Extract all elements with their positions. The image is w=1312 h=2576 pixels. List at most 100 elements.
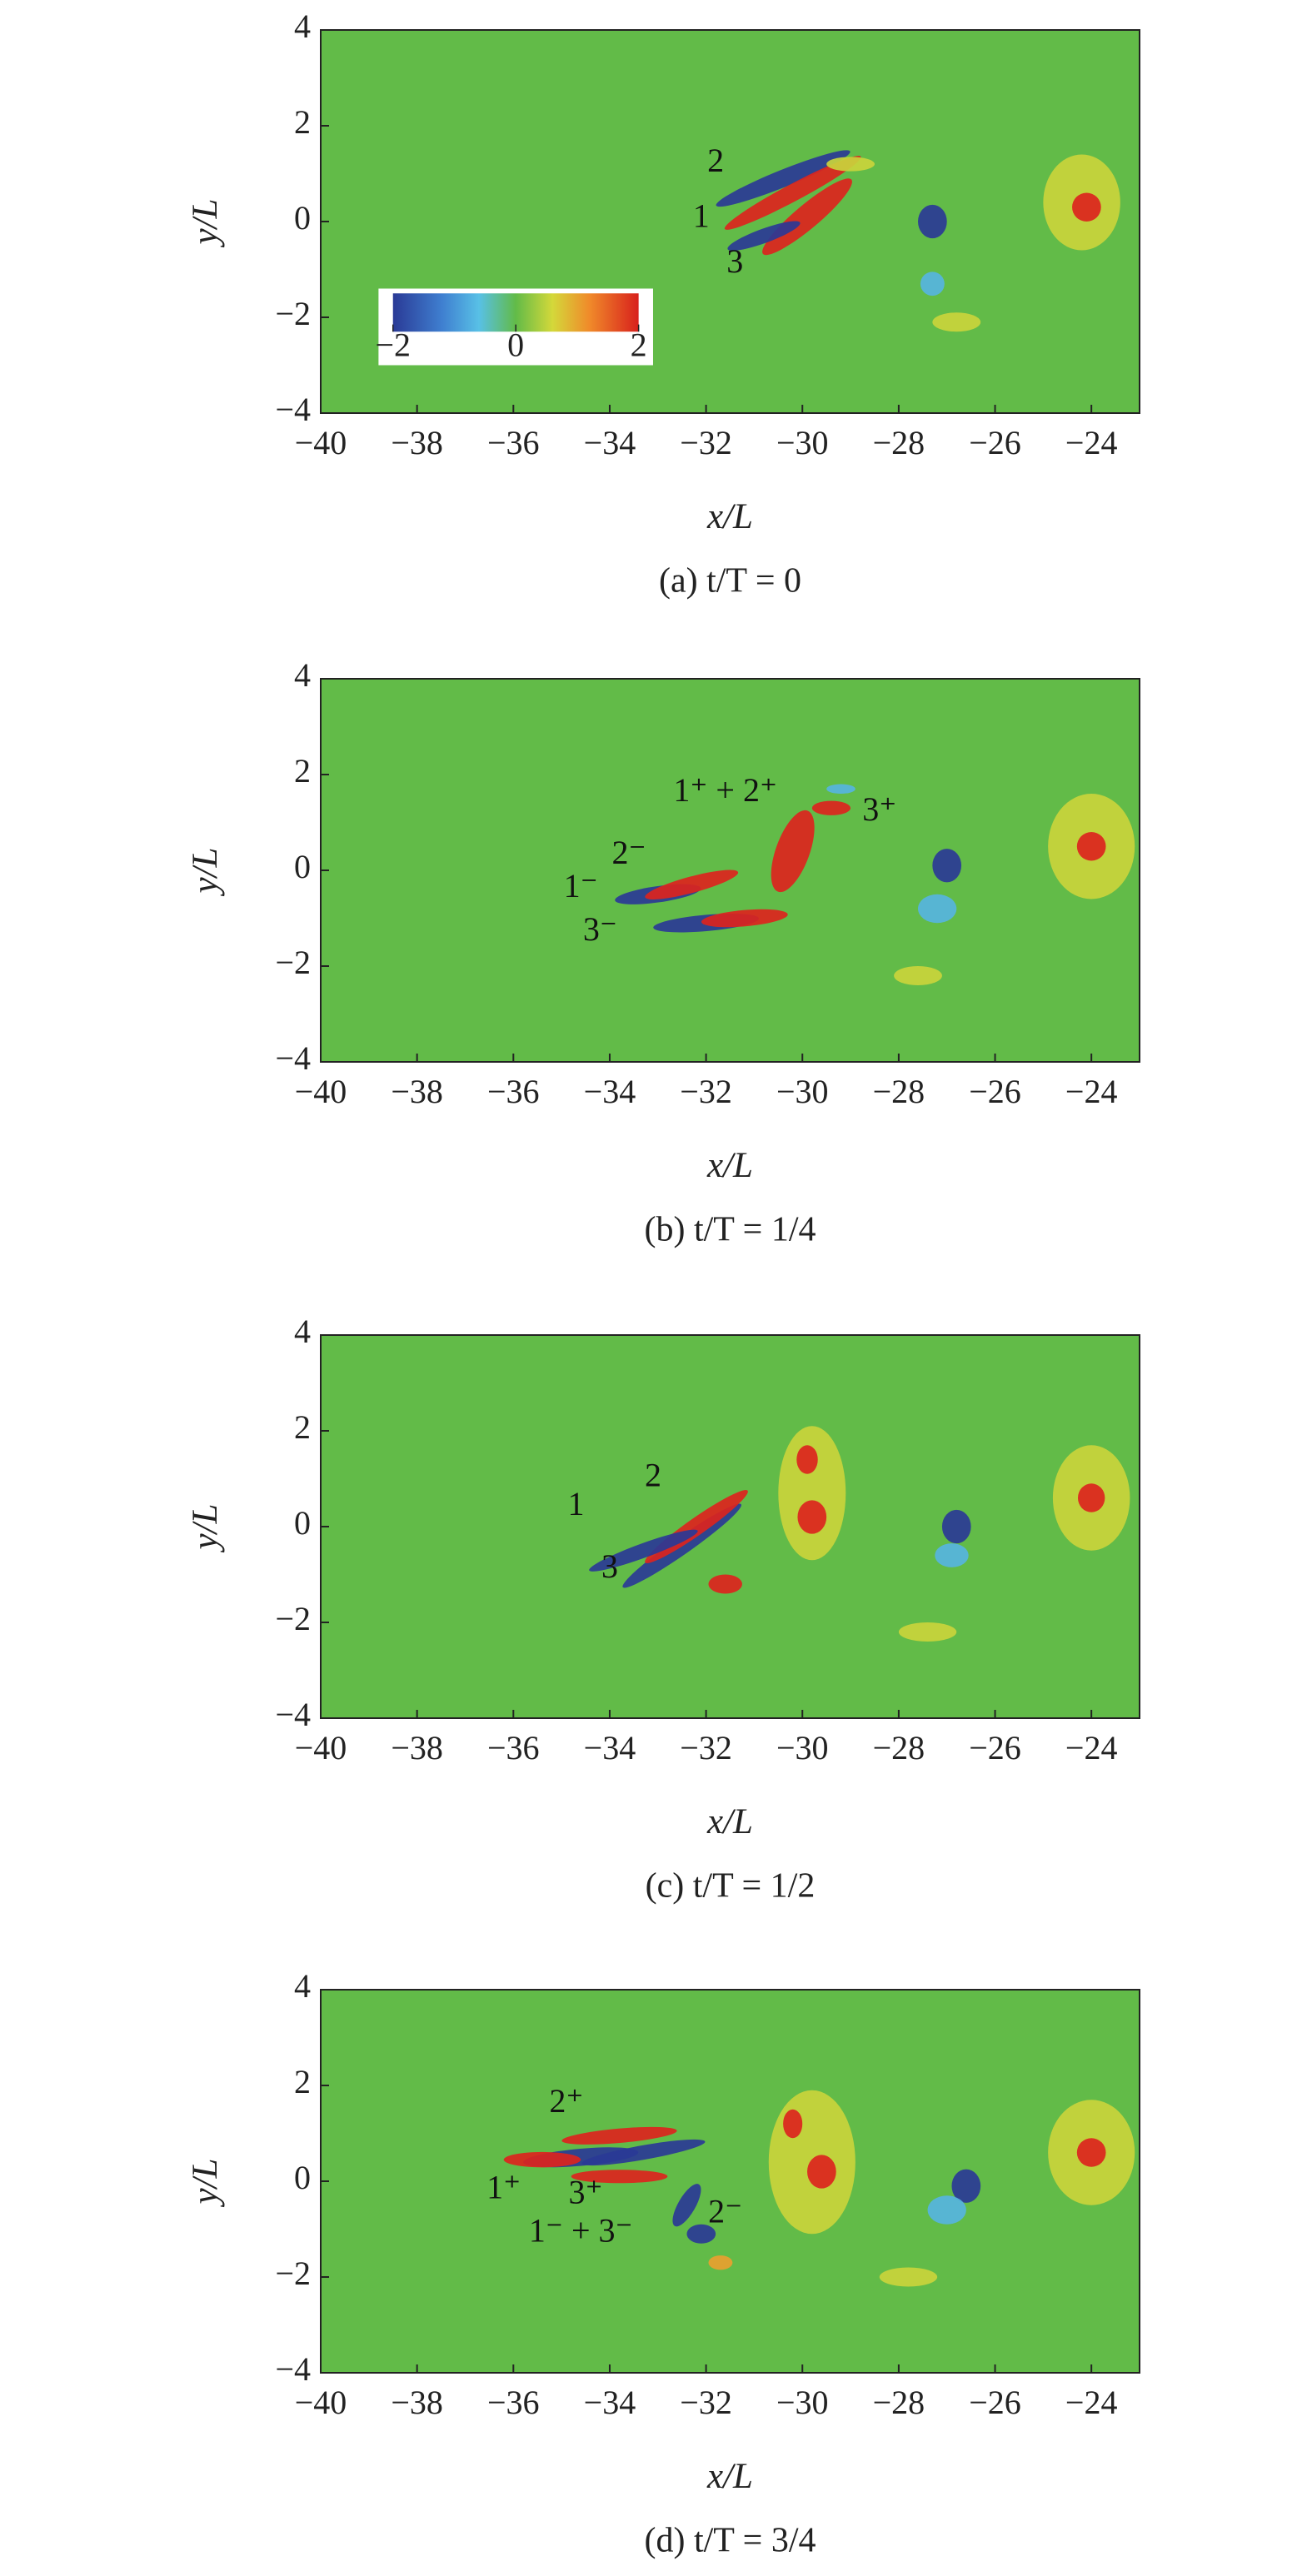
x-tick-label: −38 [391,1729,443,1766]
caption: (b) t/T = 1/4 [644,1211,816,1249]
x-tick-label: −24 [1065,424,1118,461]
y-tick-label: −4 [275,391,311,428]
vortex [503,2151,581,2168]
x-tick-label: −40 [295,1729,347,1766]
annotation: 1⁺ + 2⁺ [673,771,777,809]
plot-area [321,1990,1140,2373]
x-tick-label: −40 [295,2384,347,2421]
y-tick-label: 2 [294,752,311,790]
vortex [778,1426,846,1561]
y-tick-label: 4 [294,656,311,694]
y-axis-label: y/L [186,848,225,897]
y-tick-label: −4 [275,1696,311,1733]
annotation: 2⁻ [708,2192,742,2230]
vortex [918,204,947,239]
x-tick-label: −32 [680,2384,732,2421]
vortex [571,2170,668,2184]
x-tick-label: −36 [487,2384,540,2421]
x-axis-label: x/L [706,1802,753,1841]
x-tick-label: −34 [584,1729,636,1766]
vortex [1076,832,1106,861]
x-tick-label: −24 [1065,1729,1118,1766]
colorbar-tick-label: 0 [507,326,524,364]
vortex [941,1509,971,1544]
vortex [1077,1483,1105,1512]
vortex [932,849,962,883]
y-tick-label: 2 [294,1408,311,1446]
vortex [561,2126,677,2145]
vortex [826,157,875,172]
vortex [898,1622,957,1642]
annotation: 2 [707,142,724,179]
vortex [920,272,945,296]
plot-area [321,1335,1140,1718]
annotation: 1⁻ [564,867,598,904]
y-tick-label: −2 [275,2255,311,2292]
y-tick-label: 0 [294,199,311,237]
vortex [918,894,957,924]
vortex [796,1445,818,1474]
y-axis-label: y/L [186,1504,225,1553]
x-tick-label: −26 [969,1073,1021,1110]
vortex [951,2169,981,2203]
vortex [686,2224,716,2244]
vortex [879,2267,938,2287]
vortex [727,221,801,252]
x-tick-label: −34 [584,2384,636,2421]
y-tick-label: −2 [275,1600,311,1637]
y-tick-label: 4 [294,7,311,45]
x-tick-label: −30 [776,1073,829,1110]
x-tick-label: −24 [1065,2384,1118,2421]
vortex [708,1574,742,1594]
vortex [783,2109,803,2139]
annotation: 1⁺ [486,2169,521,2206]
x-tick-label: −32 [680,1073,732,1110]
vortex [811,800,851,815]
annotation: 1⁻ + 3⁻ [529,2211,633,2249]
x-tick-label: −26 [969,2384,1021,2421]
annotation: 3⁺ [862,790,896,828]
caption: (c) t/T = 1/2 [646,1867,816,1906]
x-tick-label: −40 [295,424,347,461]
y-tick-label: 4 [294,1967,311,2005]
caption: (d) t/T = 3/4 [644,2522,816,2560]
vortex [1072,192,1101,222]
x-tick-label: −34 [584,1073,636,1110]
colorbar-tick-label: −2 [375,326,411,364]
vortex [927,2195,966,2225]
annotation: 2⁻ [612,834,646,871]
y-tick-label: −2 [275,295,311,332]
x-tick-label: −36 [487,1729,540,1766]
x-tick-label: −38 [391,1073,443,1110]
x-tick-label: −28 [873,2384,925,2421]
annotation: 1 [567,1485,584,1522]
y-tick-label: 2 [294,2063,311,2100]
annotation: 3 [601,1547,618,1585]
vortex [581,2139,706,2166]
y-axis-label: y/L [186,199,225,248]
annotation: 1 [693,197,710,234]
x-tick-label: −38 [391,424,443,461]
y-tick-label: 2 [294,103,311,141]
y-tick-label: 0 [294,2159,311,2196]
vortex [1076,2138,1106,2167]
caption: (a) t/T = 0 [659,562,801,600]
annotation: 2⁺ [549,2082,583,2120]
y-tick-label: −2 [275,944,311,981]
vortex [701,909,788,928]
x-tick-label: −38 [391,2384,443,2421]
annotation: 3 [726,242,743,280]
vortex [797,1500,827,1534]
x-tick-label: −36 [487,1073,540,1110]
x-tick-label: −30 [776,1729,829,1766]
x-tick-label: −28 [873,1729,925,1766]
colorbar-tick-label: 2 [631,326,647,364]
x-tick-label: −32 [680,1729,732,1766]
x-tick-label: −28 [873,424,925,461]
x-axis-label: x/L [706,2457,753,2496]
x-tick-label: −34 [584,424,636,461]
y-axis-label: y/L [186,2159,225,2208]
vortex [589,1529,698,1572]
y-tick-label: 0 [294,1504,311,1542]
x-tick-label: −26 [969,1729,1021,1766]
